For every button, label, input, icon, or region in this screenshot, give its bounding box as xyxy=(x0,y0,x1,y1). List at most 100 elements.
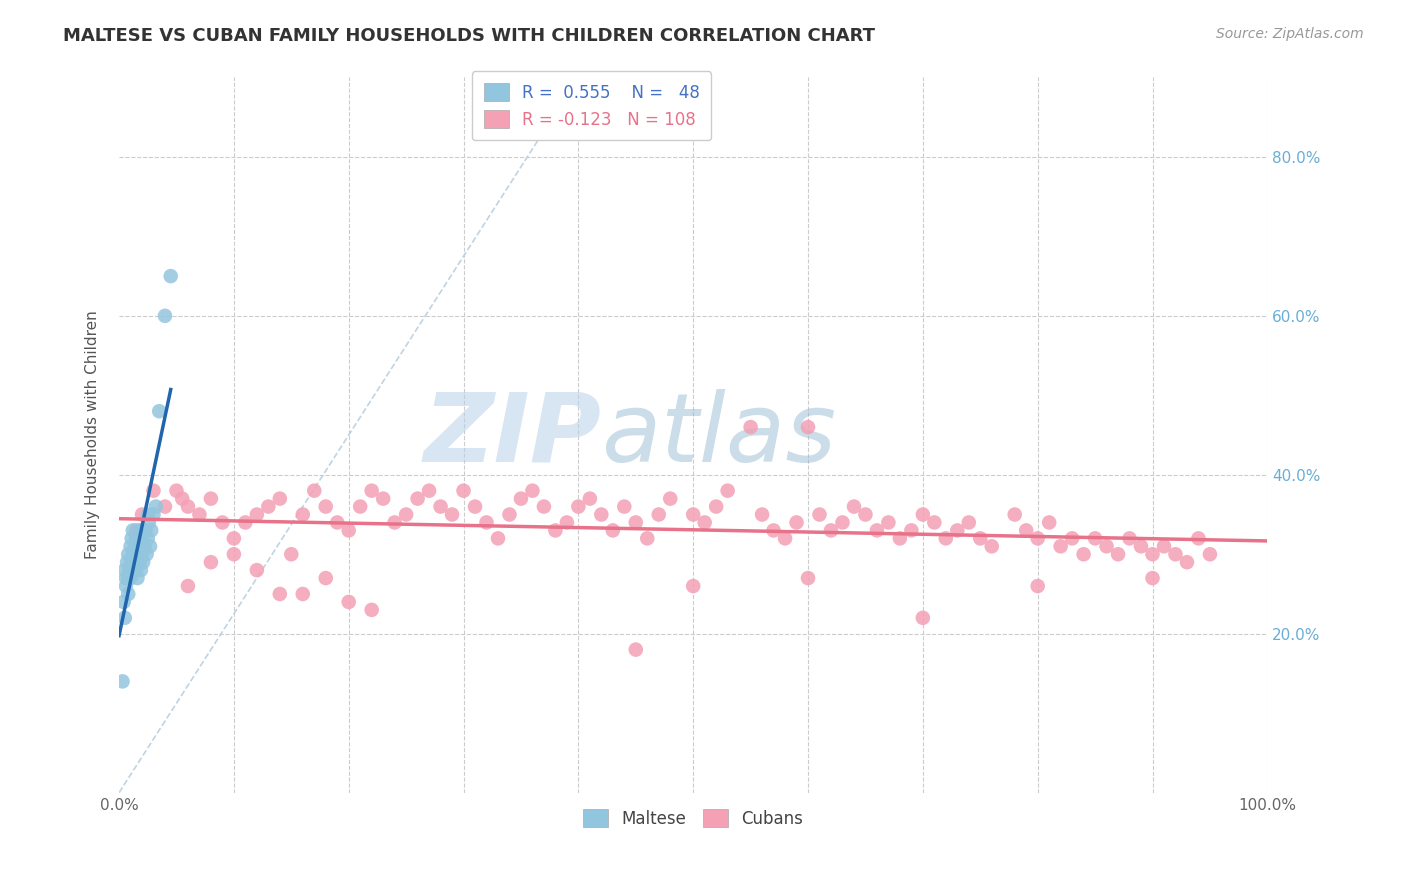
Maltese xyxy=(138,516,160,530)
Cubans xyxy=(360,603,382,617)
Maltese xyxy=(111,674,134,689)
Cubans xyxy=(349,500,371,514)
Cubans xyxy=(544,524,567,538)
Cubans xyxy=(326,516,349,530)
Cubans xyxy=(1130,539,1153,553)
Maltese xyxy=(129,563,152,577)
Cubans xyxy=(246,508,269,522)
Cubans xyxy=(200,491,222,506)
Y-axis label: Family Households with Children: Family Households with Children xyxy=(86,310,100,559)
Cubans xyxy=(291,587,314,601)
Cubans xyxy=(522,483,544,498)
Maltese xyxy=(127,571,149,585)
Cubans xyxy=(591,508,613,522)
Cubans xyxy=(602,524,624,538)
Maltese xyxy=(124,539,146,553)
Maltese xyxy=(142,508,165,522)
Maltese xyxy=(121,563,143,577)
Cubans xyxy=(235,516,257,530)
Maltese xyxy=(117,571,139,585)
Maltese xyxy=(121,532,143,546)
Cubans xyxy=(946,524,969,538)
Maltese xyxy=(141,524,163,538)
Cubans xyxy=(1015,524,1038,538)
Cubans xyxy=(808,508,831,522)
Cubans xyxy=(188,508,211,522)
Cubans xyxy=(911,611,934,625)
Cubans xyxy=(315,571,337,585)
Maltese xyxy=(134,539,156,553)
Cubans xyxy=(257,500,280,514)
Cubans xyxy=(935,532,957,546)
Cubans xyxy=(211,516,233,530)
Cubans xyxy=(820,524,842,538)
Cubans xyxy=(360,483,382,498)
Maltese xyxy=(131,547,153,561)
Cubans xyxy=(1199,547,1222,561)
Cubans xyxy=(395,508,418,522)
Maltese xyxy=(136,508,159,522)
Maltese xyxy=(121,547,143,561)
Cubans xyxy=(1004,508,1026,522)
Cubans xyxy=(900,524,922,538)
Cubans xyxy=(418,483,440,498)
Cubans xyxy=(453,483,475,498)
Cubans xyxy=(166,483,188,498)
Maltese xyxy=(122,555,145,569)
Cubans xyxy=(1142,547,1164,561)
Cubans xyxy=(222,532,245,546)
Legend: Maltese, Cubans: Maltese, Cubans xyxy=(576,803,810,834)
Maltese xyxy=(128,539,150,553)
Cubans xyxy=(1038,516,1060,530)
Cubans xyxy=(877,516,900,530)
Cubans xyxy=(957,516,980,530)
Cubans xyxy=(475,516,498,530)
Cubans xyxy=(373,491,395,506)
Maltese xyxy=(121,524,143,538)
Cubans xyxy=(337,524,360,538)
Cubans xyxy=(831,516,853,530)
Cubans xyxy=(1164,547,1187,561)
Text: Source: ZipAtlas.com: Source: ZipAtlas.com xyxy=(1216,27,1364,41)
Cubans xyxy=(773,532,796,546)
Cubans xyxy=(624,516,647,530)
Maltese xyxy=(115,555,138,569)
Maltese xyxy=(125,532,148,546)
Text: ZIP: ZIP xyxy=(423,389,602,482)
Cubans xyxy=(704,500,727,514)
Cubans xyxy=(533,500,555,514)
Maltese xyxy=(139,539,162,553)
Cubans xyxy=(246,563,269,577)
Maltese xyxy=(115,571,138,585)
Maltese xyxy=(131,532,153,546)
Cubans xyxy=(855,508,877,522)
Cubans xyxy=(1026,532,1049,546)
Cubans xyxy=(1118,532,1140,546)
Cubans xyxy=(613,500,636,514)
Cubans xyxy=(142,483,165,498)
Maltese xyxy=(135,547,157,561)
Cubans xyxy=(131,508,153,522)
Maltese xyxy=(148,404,170,418)
Cubans xyxy=(648,508,671,522)
Cubans xyxy=(291,508,314,522)
Maltese xyxy=(131,524,153,538)
Cubans xyxy=(924,516,946,530)
Cubans xyxy=(969,532,991,546)
Maltese xyxy=(128,555,150,569)
Cubans xyxy=(510,491,533,506)
Cubans xyxy=(1175,555,1198,569)
Maltese xyxy=(128,524,150,538)
Cubans xyxy=(406,491,429,506)
Cubans xyxy=(200,555,222,569)
Maltese xyxy=(125,532,148,546)
Cubans xyxy=(762,524,785,538)
Cubans xyxy=(384,516,406,530)
Cubans xyxy=(1049,539,1071,553)
Cubans xyxy=(555,516,578,530)
Maltese xyxy=(127,547,149,561)
Text: MALTESE VS CUBAN FAMILY HOUSEHOLDS WITH CHILDREN CORRELATION CHART: MALTESE VS CUBAN FAMILY HOUSEHOLDS WITH … xyxy=(63,27,876,45)
Cubans xyxy=(1095,539,1118,553)
Cubans xyxy=(125,524,148,538)
Cubans xyxy=(177,500,200,514)
